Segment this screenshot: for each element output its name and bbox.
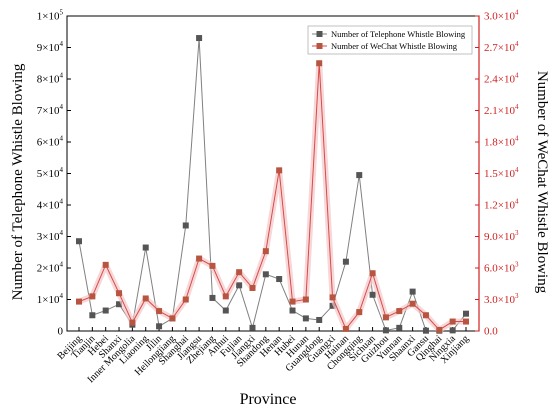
telephone-point	[89, 312, 96, 319]
telephone-point	[142, 244, 149, 251]
right-tick-label: 6.0×103	[484, 261, 519, 275]
right-tick-label: 1.8×104	[484, 135, 519, 149]
telephone-point	[102, 307, 109, 314]
legend-telephone-label: Number of Telephone Whistle Blowing	[331, 29, 466, 39]
wechat-point	[463, 318, 469, 325]
wechat-point	[382, 314, 389, 321]
wechat-point	[249, 284, 256, 291]
wechat-point	[342, 325, 349, 332]
telephone-point	[396, 324, 403, 331]
wechat-point	[222, 293, 229, 300]
telephone-point	[342, 258, 349, 265]
wechat-point	[142, 295, 149, 302]
left-tick-label: 0	[58, 326, 64, 338]
telephone-point	[463, 310, 469, 317]
x-axis-label: Province	[240, 391, 297, 408]
wechat-point	[129, 319, 136, 326]
telephone-point	[182, 222, 189, 229]
wechat-point	[289, 298, 296, 305]
telephone-point	[262, 271, 269, 278]
left-tick-label: 9×104	[37, 40, 64, 54]
telephone-point	[76, 238, 82, 245]
wechat-point	[209, 262, 216, 269]
left-tick-label: 1×104	[37, 292, 64, 306]
wechat-point	[182, 296, 189, 303]
telephone-point	[236, 282, 243, 289]
telephone-point	[196, 35, 203, 42]
telephone-point	[316, 316, 323, 323]
left-tick-label: 8×104	[37, 72, 64, 86]
telephone-point	[289, 307, 296, 314]
right-tick-label: 1.5×104	[484, 166, 519, 180]
wechat-point	[262, 248, 269, 255]
telephone-series-line	[78, 38, 467, 332]
wechat-point	[169, 315, 176, 322]
telephone-point	[116, 301, 123, 308]
wechat-point	[302, 296, 309, 303]
telephone-point	[249, 324, 256, 331]
left-tick-label: 6×104	[37, 135, 64, 149]
right-tick-label: 9.0×103	[484, 229, 519, 243]
telephone-point	[369, 291, 376, 298]
right-tick-label: 1.2×104	[484, 198, 519, 212]
left-tick-label: 1×105	[37, 9, 64, 23]
legend: Number of Telephone Whistle Blowing Numb…	[307, 25, 473, 55]
wechat-point	[409, 300, 416, 307]
wechat-point	[356, 309, 363, 316]
wechat-point	[436, 326, 443, 333]
telephone-point	[156, 323, 163, 330]
telephone-point	[329, 302, 336, 309]
left-tick-label: 7×104	[37, 103, 64, 117]
wechat-point	[236, 269, 243, 276]
right-tick-label: 3.0×103	[484, 292, 519, 306]
telephone-point	[209, 294, 216, 301]
wechat-point	[276, 167, 283, 174]
right-tick-label: 0.0	[484, 326, 498, 338]
wechat-point	[76, 298, 82, 305]
y-axis-label-left: Number of Telephone Whistle Blowing	[10, 63, 26, 300]
telephone-point	[276, 276, 283, 283]
telephone-point	[302, 315, 309, 322]
telephone-point	[356, 172, 363, 179]
telephone-point	[382, 327, 389, 334]
telephone-point	[409, 288, 416, 295]
wechat-point	[196, 255, 203, 262]
wechat-point	[156, 308, 163, 315]
telephone-point	[222, 307, 229, 314]
wechat-point	[422, 312, 429, 319]
legend-wechat-marker	[316, 43, 323, 49]
legend-box	[307, 25, 473, 55]
plot-frame	[66, 15, 480, 332]
wechat-series-halo	[77, 60, 466, 333]
right-tick-label: 2.7×104	[484, 40, 519, 54]
wechat-point	[89, 293, 96, 300]
wechat-point	[396, 308, 403, 315]
right-tick-label: 3.0×104	[484, 9, 519, 23]
left-tick-label: 5×104	[37, 166, 64, 180]
wechat-point	[329, 294, 336, 301]
left-tick-label: 2×104	[37, 261, 64, 275]
wechat-point	[116, 290, 123, 297]
wechat-point	[316, 60, 323, 67]
plot-area: 0 1×104 2×104 3×104 4×104 5×104 6×104 7×104 8×10…	[37, 9, 519, 386]
right-tick-label: 2.4×104	[484, 72, 519, 86]
right-tick-label: 2.1×104	[484, 103, 519, 117]
left-tick-label: 4×104	[37, 198, 64, 212]
telephone-point	[422, 327, 429, 334]
wechat-point	[369, 270, 376, 277]
wechat-point	[102, 261, 109, 268]
telephone-point	[449, 327, 456, 334]
left-tick-label: 3×104	[37, 229, 64, 243]
legend-wechat-label: Number of WeChat Whistle Blowing	[331, 41, 458, 51]
y-axis-label-right: Number of WeChat Whistle Blowing	[534, 71, 550, 294]
legend-telephone-marker	[316, 31, 323, 37]
wechat-point	[449, 318, 456, 325]
